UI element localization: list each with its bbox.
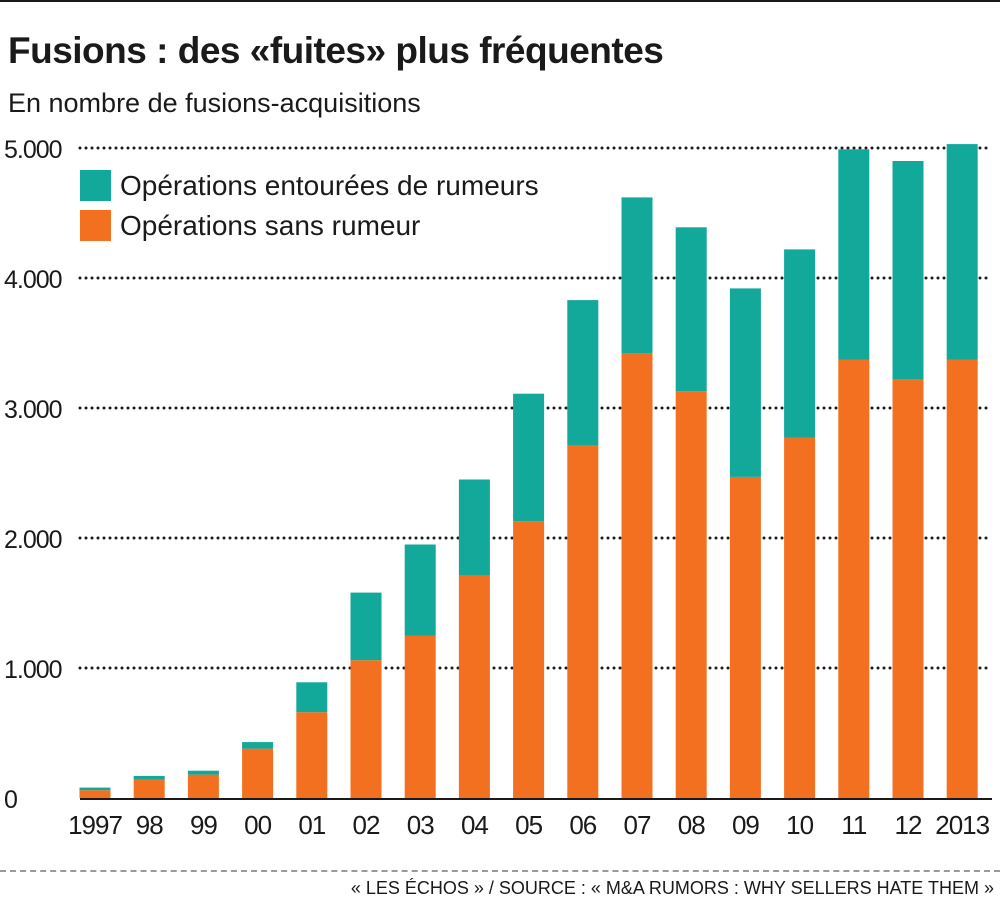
source-credit: « LES ÉCHOS » / SOURCE : « M&A RUMORS : …	[350, 878, 994, 898]
bar-rumor-07	[621, 197, 653, 354]
bar-no-rumor-01	[296, 712, 328, 798]
bar-rumor-2013	[946, 144, 978, 360]
x-tick-label: 98	[136, 810, 163, 840]
x-tick-label: 2013	[935, 810, 989, 840]
bar-no-rumor-00	[242, 748, 274, 798]
bar-rumor-12	[892, 161, 924, 380]
chart-title: Fusions : des «fuites» plus fréquentes	[8, 30, 664, 71]
x-tick-label: 05	[515, 810, 542, 840]
bar-rumor-01	[296, 682, 328, 713]
top-rule	[0, 0, 1000, 2]
legend-swatch	[80, 210, 111, 241]
bar-no-rumor-07	[621, 353, 653, 798]
legend-layer: Opérations entourées de rumeurs Opération…	[80, 170, 539, 241]
x-tick-label: 08	[678, 810, 705, 840]
x-tick-label: 99	[190, 810, 217, 840]
axis-layer: 0 1.000 2.000 3.000 4.000 5.000 1997 98 99 00 01 02…	[4, 136, 992, 840]
bar-rumor-98	[133, 775, 165, 780]
x-tick-label: 00	[244, 810, 271, 840]
y-tick-label: 3.000	[4, 396, 62, 424]
bar-rumor-08	[675, 227, 707, 392]
bar-no-rumor-05	[513, 521, 545, 798]
bar-rumor-04	[458, 479, 490, 576]
x-tick-label: 06	[569, 810, 596, 840]
bar-rumor-02	[350, 592, 382, 661]
x-tick-label: 11	[841, 810, 867, 840]
x-tick-label: 07	[624, 810, 651, 840]
bar-no-rumor-98	[133, 779, 165, 798]
bar-rumor-06	[567, 300, 599, 446]
x-tick-label: 09	[732, 810, 759, 840]
bar-rumor-11	[838, 149, 870, 360]
bar-no-rumor-1997	[79, 790, 111, 798]
y-tick-label: 5.000	[4, 136, 62, 164]
stacked-bar-chart: 0 1.000 2.000 3.000 4.000 5.000 1997 98 99 00 01 02…	[4, 136, 994, 840]
bars-layer	[79, 144, 978, 798]
bar-rumor-09	[729, 288, 761, 477]
y-tick-label: 2.000	[4, 526, 62, 554]
bar-no-rumor-09	[729, 476, 761, 798]
bar-rumor-05	[513, 393, 545, 522]
y-tick-label: 4.000	[4, 266, 62, 294]
footer-divider	[0, 870, 1000, 872]
bar-no-rumor-12	[892, 379, 924, 798]
bar-no-rumor-02	[350, 660, 382, 798]
y-tick-label: 1.000	[4, 656, 62, 684]
y-tick-label: 0	[4, 786, 17, 814]
bar-no-rumor-10	[784, 437, 816, 798]
x-tick-label: 04	[461, 810, 488, 840]
legend-label: Opérations entourées de rumeurs	[120, 170, 539, 201]
bar-no-rumor-2013	[946, 359, 978, 798]
x-tick-label: 01	[298, 810, 325, 840]
bar-no-rumor-11	[838, 359, 870, 798]
bar-no-rumor-99	[187, 774, 219, 798]
x-tick-label: 12	[895, 810, 922, 840]
bar-no-rumor-04	[458, 575, 490, 798]
bar-rumor-99	[187, 770, 219, 775]
x-tick-label: 03	[407, 810, 434, 840]
legend-swatch	[80, 170, 111, 201]
x-tick-label: 1997	[68, 810, 122, 840]
legend-label: Opérations sans rumeur	[120, 210, 420, 241]
bar-rumor-1997	[79, 787, 111, 791]
bar-rumor-00	[242, 742, 274, 749]
bar-no-rumor-08	[675, 391, 707, 798]
bar-rumor-10	[784, 249, 816, 438]
x-tick-label: 10	[786, 810, 813, 840]
bar-no-rumor-03	[404, 635, 436, 798]
x-tick-label: 02	[353, 810, 380, 840]
bar-no-rumor-06	[567, 445, 599, 798]
bar-rumor-03	[404, 544, 436, 636]
chart-subtitle: En nombre de fusions-acquisitions	[8, 88, 421, 118]
